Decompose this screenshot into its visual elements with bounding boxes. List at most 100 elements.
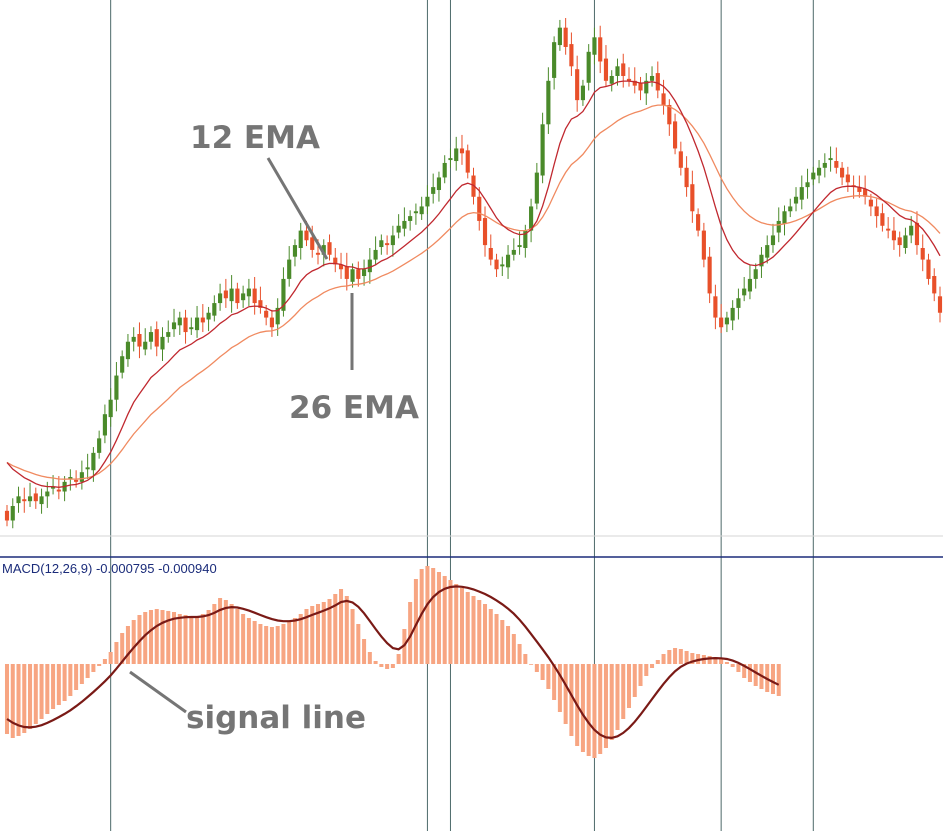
candle-body (742, 288, 747, 296)
candle-body (229, 288, 234, 302)
candle-body (765, 245, 770, 258)
histogram-bar (459, 588, 464, 664)
histogram-bar (177, 614, 182, 664)
candle-body (310, 237, 315, 250)
histogram-bar (91, 664, 96, 672)
histogram-bar (298, 614, 303, 664)
histogram-bar (494, 614, 499, 664)
candle-body (603, 58, 609, 81)
histogram-bar (287, 621, 292, 664)
candle-body (891, 230, 896, 241)
candle-body (218, 293, 223, 304)
candle-body (125, 341, 131, 360)
candle-body (517, 245, 522, 248)
macd-value-main: -0.000795 (95, 561, 155, 576)
candle-body (880, 213, 885, 226)
histogram-bar (79, 664, 84, 684)
histogram-bar (707, 656, 712, 664)
candle-body (338, 264, 344, 270)
histogram-bar (143, 612, 148, 664)
candle-body (759, 254, 764, 267)
histogram-bar (315, 604, 321, 664)
histogram-bar (534, 664, 539, 672)
candle-body (258, 300, 263, 308)
histogram-bar (114, 642, 119, 664)
candle-body (903, 235, 908, 248)
histogram-bar (206, 610, 211, 664)
candle-body (793, 196, 799, 204)
candle-body (678, 151, 683, 168)
histogram-bar (385, 664, 390, 669)
candle-body (212, 303, 217, 316)
histogram-bar (102, 659, 107, 664)
histogram-bar (713, 657, 718, 664)
histogram-bar (327, 599, 332, 664)
candle-body (431, 187, 436, 194)
histogram-bar (223, 600, 228, 664)
histogram-bar (644, 664, 649, 676)
candle-body (413, 211, 418, 214)
histogram-bar (615, 664, 620, 730)
candle-body (362, 269, 367, 277)
candle-body (246, 288, 251, 297)
candle-body (154, 329, 159, 347)
histogram-bar (586, 664, 591, 756)
annotation-pointer-12ema (266, 157, 329, 260)
candle-body (569, 44, 574, 67)
histogram-bar (131, 620, 136, 664)
candle-body (552, 42, 557, 78)
candle-body (696, 214, 701, 231)
annotation-26-ema: 26 EMA (289, 390, 419, 426)
candle-body (10, 506, 15, 521)
candle-body (805, 182, 810, 188)
candle-body (275, 307, 280, 325)
histogram-bar (580, 664, 585, 752)
histogram-bar (241, 614, 246, 664)
candle-body (747, 278, 753, 292)
candle-body (477, 196, 482, 221)
histogram-bar (344, 596, 349, 664)
histogram-bar (396, 654, 401, 664)
candle-body (592, 37, 597, 55)
histogram-bar (33, 664, 38, 724)
histogram-bar (673, 648, 678, 664)
candle-body (834, 161, 839, 168)
candle-body (644, 80, 649, 94)
candle-body (442, 162, 447, 178)
candle-body (91, 452, 96, 471)
histogram-bar (621, 664, 626, 719)
histogram-bar (511, 634, 516, 664)
annotation-pointer-signal (129, 670, 187, 714)
histogram-bar (137, 615, 142, 664)
histogram-bar (379, 664, 384, 667)
histogram-bar (310, 606, 315, 664)
candle-body (367, 259, 372, 273)
candle-body (454, 148, 459, 162)
histogram-bar (425, 566, 430, 664)
candle-body (886, 228, 891, 231)
histogram-bar (172, 612, 177, 664)
candle-body (183, 317, 188, 333)
histogram-bar (218, 598, 223, 664)
candle-body (494, 259, 499, 270)
histogram-bar (546, 664, 551, 689)
candle-body (655, 73, 660, 91)
histogram-bar (85, 664, 90, 678)
candle-body (436, 177, 442, 191)
candle-body (661, 93, 666, 105)
histogram-bar (603, 664, 608, 748)
histogram-bar (183, 615, 188, 664)
histogram-bar (356, 624, 361, 664)
candle-body (649, 75, 655, 81)
candle-body (39, 496, 44, 505)
histogram-bar (45, 664, 50, 714)
candle-body (868, 199, 873, 207)
histogram-bar (431, 568, 436, 664)
histogram-bar (742, 664, 747, 678)
histogram-bar (483, 604, 488, 664)
candle-body (770, 235, 776, 246)
histogram-bar (632, 664, 637, 697)
histogram-bar (189, 616, 194, 664)
candle-body (333, 257, 338, 265)
histogram-bar (770, 664, 775, 694)
